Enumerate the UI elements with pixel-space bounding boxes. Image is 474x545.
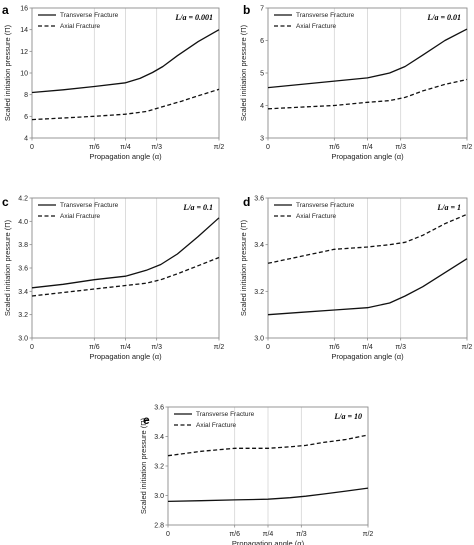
y-tick-label: 3.2: [254, 289, 264, 296]
panel-letter: e: [143, 413, 150, 427]
legend-entry: Axial Fracture: [60, 213, 100, 220]
y-tick-label: 7: [260, 6, 264, 13]
legend-entry: Transverse Fracture: [296, 202, 355, 209]
y-tick-label: 3.0: [254, 336, 264, 343]
x-axis-label: Propagation angle (α): [331, 352, 404, 361]
y-tick-label: 3.0: [18, 336, 28, 343]
chart-panel-b: b 3 4 5 6 7 0 π/6 π/4 π/3 π/2 Propagation angle (α)…: [239, 3, 472, 161]
y-axis-label: Scaled initiation pressure (Π): [3, 219, 12, 316]
x-tick-label: π/4: [263, 531, 274, 538]
y-tick-label: 4.2: [18, 196, 28, 203]
legend-entry: Axial Fracture: [60, 23, 100, 30]
y-tick-label: 8: [24, 92, 28, 99]
y-tick-label: 4: [24, 136, 28, 143]
y-tick-label: 14: [20, 27, 28, 34]
x-tick-label: π/6: [229, 531, 240, 538]
y-tick-label: 6: [24, 114, 28, 121]
series-line-transverse: [31, 217, 220, 289]
x-axis-label: Propagation angle (α): [331, 152, 404, 161]
chart-panel-e: e 2.8 3.0 3.2 3.4 3.6 0 π/6 π/4 π/3 π/2 Propagation…: [139, 405, 373, 545]
y-tick-label: 3.2: [18, 312, 28, 319]
panel-letter: a: [2, 3, 9, 17]
y-axis-label: Scaled initiation pressure (Π): [239, 24, 248, 121]
x-axis-label: Propagation angle (α): [89, 352, 162, 361]
y-tick-label: 10: [20, 71, 28, 78]
x-tick-label: 0: [30, 144, 34, 151]
x-tick-label: π/2: [462, 344, 473, 351]
series-line-axial: [31, 88, 220, 121]
x-tick-label: π/6: [89, 344, 100, 351]
legend-entry: Transverse Fracture: [60, 12, 119, 19]
x-tick-label: 0: [266, 144, 270, 151]
x-tick-label: π/2: [363, 531, 374, 538]
y-tick-label: 3.8: [18, 242, 28, 249]
x-tick-label: π/3: [395, 344, 406, 351]
ratio-label: L/a = 10: [333, 412, 362, 421]
x-tick-label: π/4: [362, 344, 373, 351]
legend-entry: Transverse Fracture: [196, 411, 255, 418]
x-tick-label: 0: [30, 344, 34, 351]
legend-entry: Axial Fracture: [296, 213, 336, 220]
x-tick-label: π/4: [362, 144, 373, 151]
series-line-axial: [31, 256, 220, 297]
x-tick-label: π/4: [120, 144, 131, 151]
y-tick-label: 3.0: [154, 493, 164, 500]
chart-panel-a: a 4 6 8 10 12 14 16 0 π/6 π/4 π/3 π/2 Propagation ang…: [2, 3, 224, 161]
y-tick-label: 4.0: [18, 219, 28, 226]
y-tick-label: 6: [260, 38, 264, 45]
x-tick-label: 0: [266, 344, 270, 351]
y-tick-label: 3.6: [18, 266, 28, 273]
legend-entry: Transverse Fracture: [60, 202, 119, 209]
series-line-axial: [267, 78, 468, 110]
chart-panel-c: c 3.0 3.2 3.4 3.6 3.8 4.0 4.2 0 π/6 π/4 π/3 π/2 Propa…: [2, 195, 224, 361]
y-tick-label: 4: [260, 103, 264, 110]
y-tick-label: 12: [20, 49, 28, 56]
panel-letter: c: [2, 195, 9, 209]
y-axis-label: Scaled initiation pressure (Π): [139, 417, 148, 514]
x-tick-label: π/2: [462, 144, 473, 151]
series-line-transverse: [167, 487, 369, 503]
y-tick-label: 3.4: [154, 434, 164, 441]
y-tick-label: 3.2: [154, 464, 164, 471]
panel-letter: d: [243, 195, 250, 209]
legend-entry: Transverse Fracture: [296, 12, 355, 19]
y-tick-label: 3.6: [254, 196, 264, 203]
y-tick-label: 3.4: [254, 242, 264, 249]
x-axis-label: Propagation angle (α): [89, 152, 162, 161]
x-tick-label: π/3: [395, 144, 406, 151]
ratio-label: L/a = 0.001: [174, 13, 213, 22]
panel-letter: b: [243, 3, 250, 17]
y-tick-label: 3.4: [18, 289, 28, 296]
series-line-axial: [167, 434, 369, 457]
y-tick-label: 2.8: [154, 523, 164, 530]
y-tick-label: 3.6: [154, 405, 164, 412]
series-line-transverse: [31, 29, 220, 94]
y-axis-label: Scaled initiation pressure (Π): [239, 219, 248, 316]
x-tick-label: π/2: [214, 144, 225, 151]
x-tick-label: π/6: [329, 344, 340, 351]
x-tick-label: π/3: [151, 344, 162, 351]
x-tick-label: 0: [166, 531, 170, 538]
legend-entry: Axial Fracture: [296, 23, 336, 30]
x-tick-label: π/4: [120, 344, 131, 351]
x-tick-label: π/3: [296, 531, 307, 538]
y-tick-label: 5: [260, 71, 264, 78]
series-line-transverse: [267, 258, 468, 316]
x-tick-label: π/6: [329, 144, 340, 151]
x-tick-label: π/3: [151, 144, 162, 151]
y-tick-label: 16: [20, 6, 28, 13]
ratio-label: L/a = 0.01: [426, 13, 461, 22]
ratio-label: L/a = 1: [436, 203, 461, 212]
legend-entry: Axial Fracture: [196, 422, 236, 429]
y-tick-label: 3: [260, 136, 264, 143]
chart-panel-d: d 3.0 3.2 3.4 3.6 0 π/6 π/4 π/3 π/2 Propagation an…: [239, 195, 472, 361]
x-tick-label: π/2: [214, 344, 225, 351]
x-tick-label: π/6: [89, 144, 100, 151]
ratio-label: L/a = 0.1: [182, 203, 213, 212]
series-line-transverse: [267, 28, 468, 89]
x-axis-label: Propagation angle (α): [232, 539, 305, 545]
y-axis-label: Scaled initiation pressure (Π): [3, 24, 12, 121]
